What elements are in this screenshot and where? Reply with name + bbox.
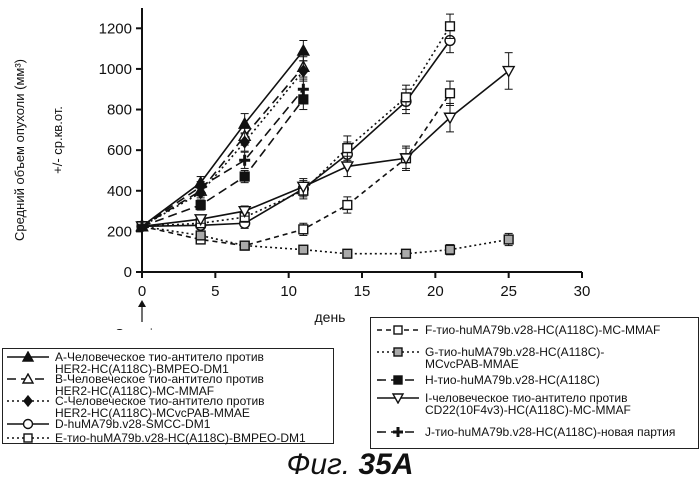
- data-point: [394, 348, 402, 356]
- series-line: [142, 26, 450, 226]
- legend-label: J-тио-huMA79b.v28-HC(A118C)-новая партия: [425, 426, 675, 438]
- legend-swatch: [5, 418, 51, 430]
- x-tick-label: 25: [500, 283, 517, 300]
- data-point: [299, 245, 308, 254]
- legend-label: D-huMA79b.v28-SMCC-DM1: [55, 418, 210, 430]
- legend-swatch: [375, 346, 421, 358]
- series-e: [138, 14, 455, 231]
- series-i: [137, 53, 515, 232]
- dose-arrow-head: [138, 300, 146, 307]
- data-point: [196, 201, 205, 210]
- legend-swatch: [375, 426, 421, 438]
- data-point: [343, 249, 352, 258]
- data-point: [504, 235, 513, 244]
- data-point: [402, 249, 411, 258]
- legend-swatch: [5, 351, 51, 363]
- x-axis-label: день: [315, 309, 346, 325]
- y-tick-label: 1000: [99, 61, 132, 78]
- legend-label: F-тио-huMA79b.v28-HC(A118C)-MC-MMAF: [425, 324, 660, 336]
- data-point: [240, 241, 249, 250]
- figure-caption: Фиг. 35A: [0, 448, 700, 482]
- data-point: [343, 201, 352, 210]
- y-tick-label: 400: [107, 183, 132, 200]
- x-tick-label: 10: [280, 283, 297, 300]
- legend-label: I-человеческое тио-антитело против CD22(…: [425, 392, 631, 416]
- data-point: [299, 225, 308, 234]
- data-point: [394, 376, 402, 384]
- legend-entry: G-тио-huMA79b.v28-HC(A118C)- MCvcPAB-MMA…: [375, 346, 695, 370]
- legend-swatch: [375, 374, 421, 386]
- series-j: [137, 79, 309, 232]
- y-tick-label: 0: [124, 264, 132, 281]
- data-point: [196, 231, 205, 240]
- legend-swatch: [5, 373, 51, 385]
- x-tick-label: 15: [354, 283, 371, 300]
- series-h: [138, 89, 308, 230]
- series-line: [142, 40, 450, 226]
- y-tick-label: 600: [107, 142, 132, 159]
- legend-swatch: [5, 395, 51, 407]
- x-tick-label: 5: [211, 283, 219, 300]
- y-axis-label-secondary: +/- ср.кв.от.: [50, 106, 65, 174]
- x-tick-label: 30: [574, 283, 591, 300]
- data-point: [298, 84, 309, 95]
- legend-swatch: [375, 392, 421, 404]
- dose-annotation: Одно i.v.: [114, 326, 165, 330]
- legend-label: E-тио-huMA79b.v28-HC(A118C)-BMPEO-DM1: [55, 432, 306, 444]
- caption-number: 35A: [358, 448, 413, 481]
- data-point: [446, 89, 455, 98]
- y-axis-label: Средний объем опухоли (мм³): [12, 59, 27, 241]
- y-tick-label: 800: [107, 102, 132, 119]
- series-line: [142, 89, 303, 226]
- data-point: [24, 396, 32, 406]
- series-c: [138, 61, 308, 232]
- legend-label: G-тио-huMA79b.v28-HC(A118C)- MCvcPAB-MMA…: [425, 346, 604, 370]
- legend-entry: J-тио-huMA79b.v28-HC(A118C)-новая партия: [375, 426, 695, 438]
- series-b: [137, 57, 309, 231]
- data-point: [343, 144, 352, 153]
- data-point: [393, 427, 403, 437]
- series-line: [142, 93, 450, 245]
- data-point: [446, 22, 455, 31]
- x-tick-label: 20: [427, 283, 444, 300]
- legend-entry: F-тио-huMA79b.v28-HC(A118C)-MC-MMAF: [375, 324, 695, 336]
- legend-entry: H-тио-huMA79b.v28-HC(A118C): [375, 374, 695, 386]
- data-point: [402, 93, 411, 102]
- y-tick-label: 200: [107, 223, 132, 240]
- data-point: [298, 45, 309, 55]
- data-point: [24, 420, 33, 429]
- legend-swatch: [5, 432, 51, 444]
- legend-swatch: [375, 324, 421, 336]
- data-point: [240, 172, 249, 181]
- legend-entry: I-человеческое тио-антитело против CD22(…: [375, 392, 695, 416]
- data-point: [446, 245, 455, 254]
- legend-label: H-тио-huMA79b.v28-HC(A118C): [425, 374, 600, 386]
- data-point: [394, 326, 402, 334]
- series-a: [137, 40, 309, 230]
- series-g: [138, 222, 513, 258]
- legend-entry: C-Человеческое тио-антитело против HER2-…: [5, 395, 330, 419]
- series-line: [142, 51, 303, 227]
- y-tick-label: 1200: [99, 20, 132, 37]
- caption-prefix: Фиг.: [286, 448, 358, 481]
- legend-entry: E-тио-huMA79b.v28-HC(A118C)-BMPEO-DM1: [5, 432, 330, 444]
- tumor-volume-chart: 0 5 10 15 20 25 30 0 200 400 600 800 1000 1200 день Сре…: [0, 0, 700, 330]
- legend-entry: D-huMA79b.v28-SMCC-DM1: [5, 418, 330, 430]
- data-point: [342, 162, 353, 172]
- legend-label: C-Человеческое тио-антитело против HER2-…: [55, 395, 265, 419]
- chart-series: [137, 14, 515, 258]
- x-tick-label: 0: [138, 283, 146, 300]
- data-point: [24, 434, 32, 442]
